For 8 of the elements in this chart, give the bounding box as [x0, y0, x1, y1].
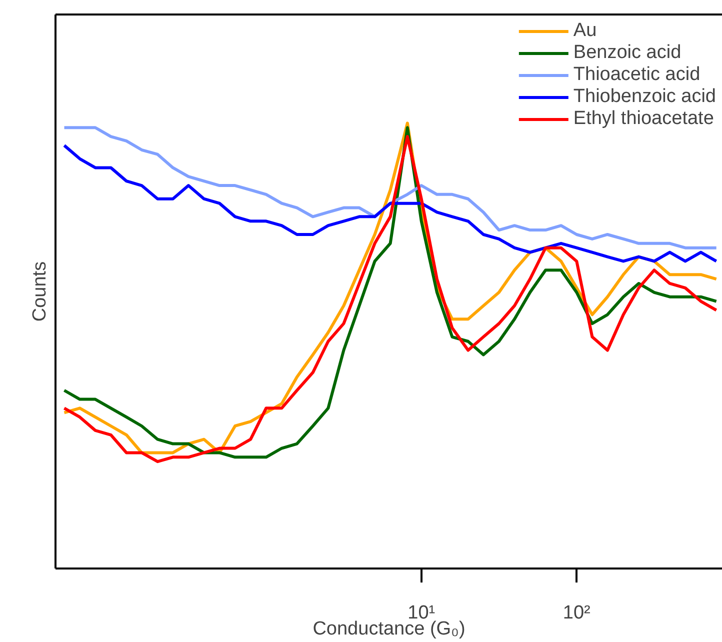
x-axis-title: Conductance (G₀) — [312, 618, 466, 640]
legend-label: Ethyl thioacetate — [573, 108, 714, 130]
legend-label: Thiobenzoic acid — [573, 86, 716, 108]
x-tick-label: 10² — [562, 602, 590, 624]
legend-label: Thioacetic acid — [573, 64, 700, 86]
legend-label: Au — [573, 20, 597, 42]
y-axis-title: Counts — [30, 261, 50, 322]
legend-label: Benzoic acid — [573, 42, 682, 64]
